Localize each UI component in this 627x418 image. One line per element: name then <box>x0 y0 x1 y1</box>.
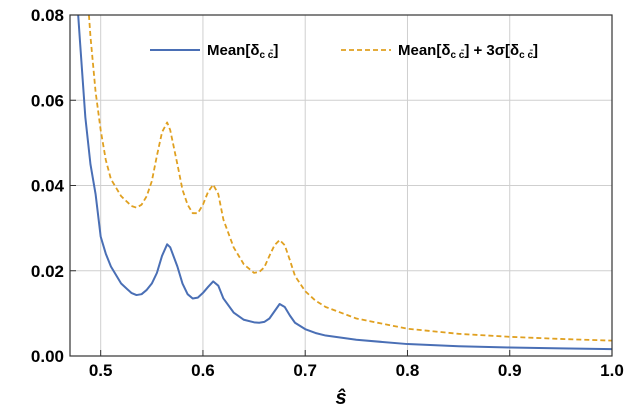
legend: Mean[δc c̄] Mean[δc c̄] + 3σ[δc c̄] <box>150 42 538 61</box>
series-layer <box>77 15 612 351</box>
ticks: 0.5 0.6 0.7 0.8 0.9 1.0 0.00 0.02 0.04 0.06 0.08 <box>31 6 624 380</box>
y-tick-label: 0.08 <box>31 6 64 25</box>
x-tick-label: 0.8 <box>396 361 420 380</box>
x-tick-label: 0.5 <box>89 361 113 380</box>
legend-label-2: Mean[δc c̄] + 3σ[δc c̄] <box>398 42 538 61</box>
series-line-2 <box>88 15 612 342</box>
legend-label-1: Mean[δc c̄] <box>207 42 278 61</box>
x-tick-label: 0.9 <box>498 361 522 380</box>
x-tick-label: 0.6 <box>191 361 215 380</box>
series-line-1 <box>77 15 612 351</box>
x-tick-label: 1.0 <box>600 361 624 380</box>
x-axis-label: ŝ <box>335 387 346 409</box>
y-tick-label: 0.02 <box>31 262 64 281</box>
y-tick-label: 0.06 <box>31 91 64 110</box>
y-tick-label: 0.04 <box>31 177 65 196</box>
x-tick-label: 0.7 <box>293 361 317 380</box>
y-tick-label: 0.00 <box>31 347 64 366</box>
